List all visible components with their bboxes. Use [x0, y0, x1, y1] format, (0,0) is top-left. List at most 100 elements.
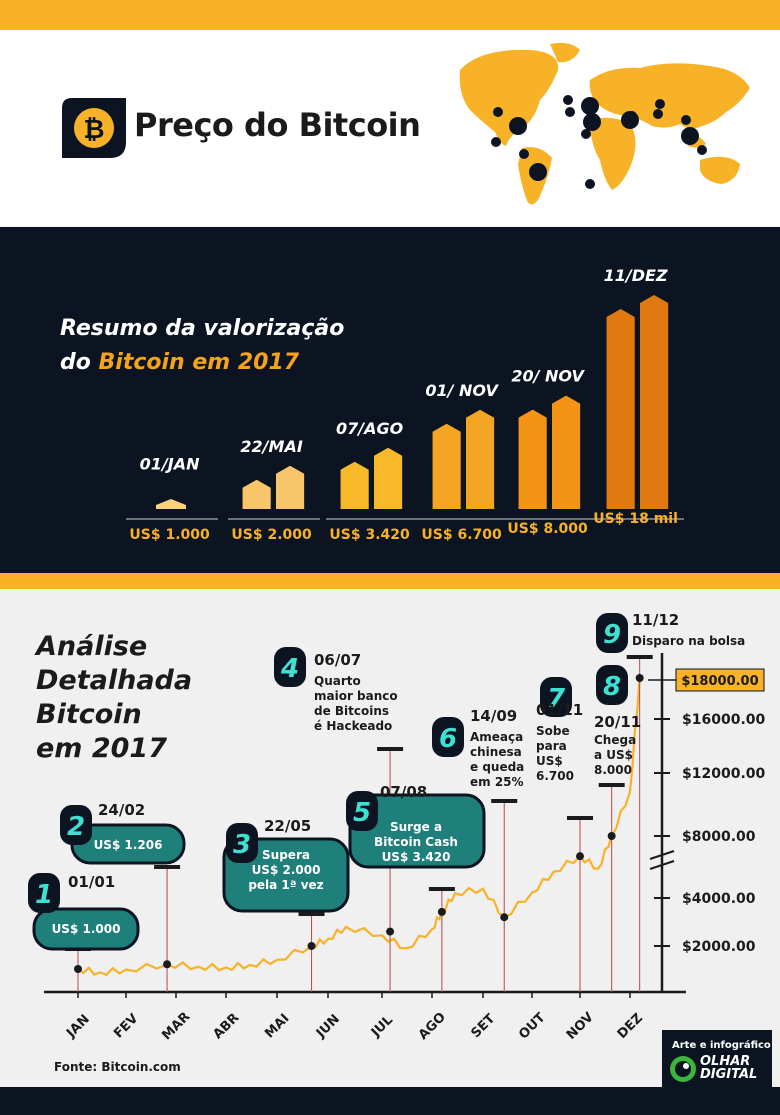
y-tick-label: $8000.00: [682, 829, 756, 845]
bar-value-label: US$ 3.420: [329, 527, 410, 543]
bar: [340, 461, 369, 509]
source-credit: Fonte: Bitcoin.com: [54, 1060, 181, 1074]
page-title: Preço do Bitcoin: [134, 106, 421, 144]
x-tick-label: JUN: [313, 1012, 343, 1042]
event-description: Ameaça chinesa e queda em 25%: [470, 730, 524, 789]
event-description-line: Chega: [594, 733, 636, 747]
bottom-bar: [0, 1087, 780, 1115]
credit-label: Arte e infográfico: [672, 1040, 771, 1051]
event-point: [74, 965, 82, 973]
event-description-line: Bitcoin Cash: [374, 835, 458, 849]
bar: [518, 409, 547, 509]
event-description: Sobe para US$ 6.700: [536, 724, 574, 783]
summary-subtitle: do Bitcoin em 2017: [60, 350, 299, 375]
event-date: 01/01: [68, 873, 115, 891]
x-tick-label: JAN: [63, 1012, 93, 1042]
brand-line: OLHAR: [700, 1054, 751, 1069]
event-number-badge: [346, 791, 378, 831]
event-description-line: Sobe: [536, 724, 570, 738]
bar: [466, 409, 495, 509]
event-description-line: em 25%: [470, 775, 524, 789]
axis-break-mark: [649, 850, 675, 860]
bar-category-label: 01/ NOV: [425, 381, 499, 400]
y-tick-label: $4000.00: [682, 891, 756, 907]
summary-title: Resumo da valorização: [60, 316, 345, 341]
bar-value-label: US$ 8.000: [507, 521, 588, 537]
bar-value-label: US$ 1.000: [129, 527, 210, 543]
x-tick-label: DEZ: [615, 1011, 646, 1042]
event-description-line: 8.000: [594, 763, 632, 777]
section-band: [0, 573, 780, 589]
x-tick-label: MAR: [159, 1009, 193, 1043]
summary-bar-chart: 01/JAN US$ 1.000 22/MAI US$ 2.000 07/AGO US$ …: [126, 266, 684, 543]
event-description-line: Surge a: [390, 820, 442, 834]
world-map-icon: [459, 42, 750, 205]
event-description-line: US$: [536, 754, 563, 768]
bar: [242, 479, 271, 509]
event-number: 4: [280, 654, 299, 684]
event-number-badge: [60, 805, 92, 845]
x-tick-label: JUL: [368, 1013, 396, 1041]
event-point: [307, 942, 316, 950]
event-description-line: maior banco: [314, 689, 398, 703]
header: [0, 30, 780, 226]
event-bubble: [32, 907, 140, 951]
event-description: Quarto maior banco de Bitcoins é Hackeado: [314, 674, 398, 733]
event-point: [163, 960, 172, 969]
summary-subtitle-prefix: do: [60, 350, 99, 375]
event-description: Disparo na bolsa: [632, 634, 745, 648]
event-description-line: US$ 3.420: [382, 850, 451, 864]
event-description-line: e queda: [470, 760, 524, 774]
top-accent-bar: [0, 0, 780, 30]
event-number-badge: [274, 647, 306, 687]
eye-logo-icon: [670, 1056, 696, 1082]
event-number: 1: [35, 880, 53, 910]
event-number-badge: [432, 717, 464, 757]
event-description-line: chinesa: [470, 745, 522, 759]
bar: [374, 447, 403, 509]
event-point: [437, 907, 446, 916]
event-date: 01/11: [536, 701, 583, 719]
event-date: 20/11: [594, 713, 641, 731]
event-number: 3: [233, 830, 251, 860]
event-description-line: a US$: [594, 748, 633, 762]
bar-value-label: US$ 18 mil: [593, 511, 678, 527]
event-number-badge: [540, 677, 572, 717]
event-number-badge: [28, 873, 60, 913]
event-date: 14/09: [470, 707, 517, 725]
bar: [606, 309, 635, 509]
brand-line: DIGITAL: [700, 1067, 758, 1082]
event-date: 22/05: [264, 817, 311, 835]
analysis-title-line: Análise: [36, 631, 148, 662]
x-tick-label: MAI: [262, 1011, 292, 1041]
x-tick-label: OUT: [516, 1010, 548, 1042]
price-highlight-label: $18000.00: [681, 674, 758, 689]
event-number-badge: [596, 613, 628, 653]
event-description-line: Supera: [262, 848, 310, 862]
x-tick-label: NOV: [564, 1010, 597, 1043]
event-description: Surge a Bitcoin Cash US$ 3.420: [374, 820, 458, 864]
event-description-line: para: [536, 739, 567, 753]
event-date: 24/02: [98, 801, 145, 819]
event-number: 8: [603, 672, 621, 702]
event-date: 07/08: [380, 783, 427, 801]
event-number: 6: [439, 724, 457, 754]
bar-value-label: US$ 2.000: [231, 527, 312, 543]
bar: [276, 465, 305, 509]
bar: [156, 499, 186, 509]
bar-category-label: 22/MAI: [240, 437, 302, 456]
event-number: 5: [353, 798, 371, 828]
event-description-line: 6.700: [536, 769, 574, 783]
event-description: Chega a US$ 8.000: [594, 733, 636, 777]
event-point: [635, 674, 644, 682]
event-description-line: Ameaça: [470, 730, 523, 744]
event-number-badge: [226, 823, 258, 863]
y-tick-label: $16000.00: [682, 712, 766, 728]
bar: [552, 395, 581, 509]
event-date: 06/07: [314, 651, 361, 669]
bitcoin-logo-icon: ₿: [62, 98, 126, 158]
y-tick-label: $12000.00: [682, 766, 766, 782]
event-description: US$ 1.206: [94, 838, 163, 852]
event-description-line: US$ 1.000: [52, 922, 121, 936]
event-description-line: é Hackeado: [314, 719, 392, 733]
